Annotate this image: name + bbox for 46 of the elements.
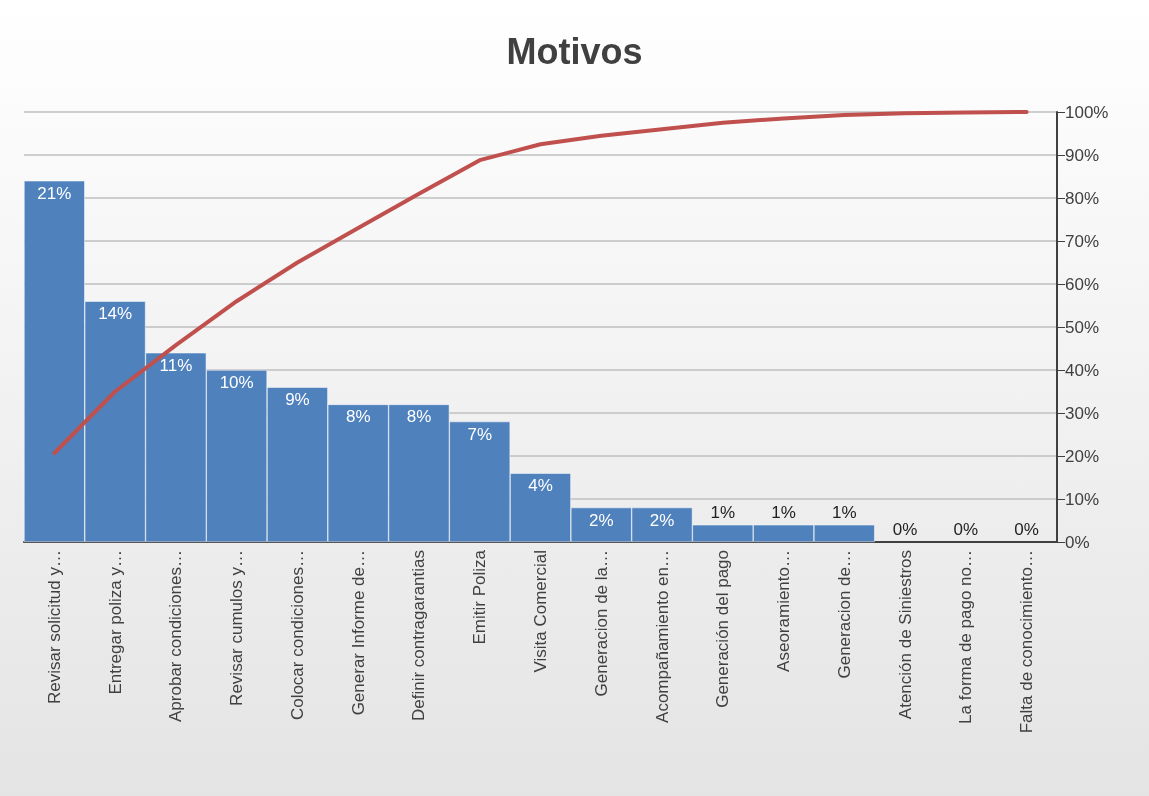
data-label: 9% (285, 390, 310, 410)
x-tick-label: Generar Informe de… (348, 550, 368, 716)
y2-tick-label: 60% (1065, 274, 1100, 294)
y2-tick-label: 30% (1065, 403, 1100, 423)
y2-tick-label: 40% (1065, 360, 1100, 380)
y2-tick-label: 20% (1065, 446, 1100, 466)
data-label: 7% (467, 424, 493, 444)
x-tick-label: Acompañamiento en… (652, 550, 672, 723)
x-tick-label: Aprobar condiciones… (166, 550, 186, 722)
data-label: 0% (1014, 520, 1039, 539)
data-label: 14% (98, 304, 133, 324)
x-tick-label: Definir contragarantias (409, 550, 429, 722)
x-tick-label: Generación del pago (713, 550, 733, 708)
data-label: 1% (771, 502, 796, 522)
data-label: 8% (345, 407, 371, 427)
data-label: 0% (892, 520, 918, 539)
data-label: 21% (37, 183, 72, 203)
x-tick-label: Revisar cumulos y… (227, 550, 247, 706)
x-tick-label: Entregar poliza y… (105, 550, 125, 695)
data-label: 10% (219, 373, 254, 392)
y2-tick-label: 10% (1065, 489, 1100, 509)
y2-tick-label: 70% (1065, 231, 1100, 251)
x-tick-label: Generacion de… (834, 550, 854, 679)
y2-tick-label: 0% (1065, 532, 1090, 552)
data-label: 1% (832, 502, 857, 522)
x-tick-label: Aseoramiento… (774, 550, 794, 672)
data-label: 0% (953, 520, 979, 539)
y2-tick-label: 100% (1065, 102, 1109, 122)
x-tick-label: Revisar solicitud y… (44, 550, 64, 704)
y2-tick-label: 80% (1065, 188, 1100, 208)
data-label: 2% (588, 510, 614, 530)
y2-tick-label: 50% (1065, 317, 1100, 337)
data-label: 1% (710, 502, 736, 522)
chart-title: Motivos (506, 30, 643, 72)
data-label: 11% (159, 355, 193, 375)
x-tick-label: Atención de Siniestros (895, 550, 915, 720)
x-tick-label: La forma de pago no… (956, 550, 976, 724)
x-tick-label: Colocar condiciones… (287, 550, 307, 721)
x-tick-label: Emitir Poliza (470, 549, 490, 645)
x-tick-label: Generacion de la… (591, 550, 611, 697)
y2-tick-label: 90% (1065, 145, 1100, 165)
data-label: 8% (406, 407, 432, 427)
x-tick-label: Visita Comercial (531, 550, 550, 673)
x-tick-label: Falta de conocimiento… (1017, 550, 1037, 734)
data-label: 2% (649, 510, 675, 530)
data-label: 4% (528, 476, 553, 496)
